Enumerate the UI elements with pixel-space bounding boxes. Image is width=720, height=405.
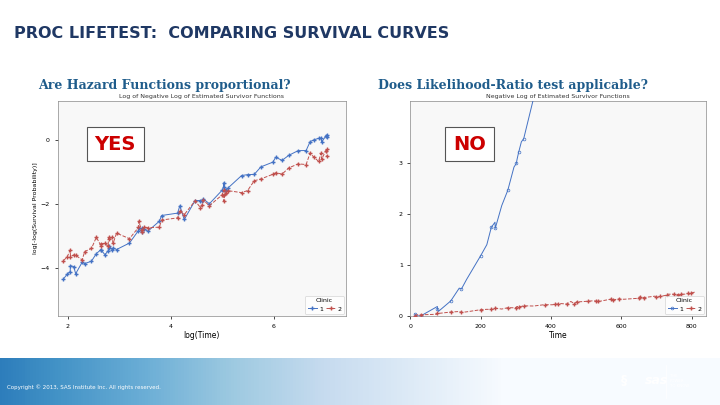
Line: 1: 1	[413, 59, 697, 317]
Text: §: §	[621, 374, 627, 387]
1	[410, 311, 419, 316]
2	[125, 236, 134, 241]
2	[323, 147, 331, 151]
2	[96, 243, 105, 248]
2	[220, 188, 228, 192]
Legend: 1, 2: 1, 2	[665, 296, 703, 314]
2	[410, 313, 419, 318]
Text: THE
POWER
TO KNOW.: THE POWER TO KNOW.	[670, 374, 690, 388]
Text: Copyright © 2013, SAS Institute Inc. All rights reserved.: Copyright © 2013, SAS Institute Inc. All…	[7, 384, 161, 390]
1	[593, 58, 602, 63]
1	[323, 134, 331, 139]
Text: Does Likelihood-Ratio test applicable?: Does Likelihood-Ratio test applicable?	[378, 79, 648, 92]
Legend: 1, 2: 1, 2	[305, 296, 343, 314]
2	[691, 290, 700, 294]
Line: 1: 1	[61, 133, 329, 281]
1	[96, 247, 105, 252]
2	[662, 293, 671, 298]
1	[567, 58, 575, 63]
X-axis label: log(Time): log(Time)	[184, 331, 220, 340]
2	[663, 292, 672, 296]
2	[592, 298, 600, 303]
1	[323, 133, 331, 138]
1	[477, 253, 485, 258]
1	[519, 136, 528, 141]
1	[125, 241, 134, 245]
Text: PROC LIFETEST:  COMPARING SURVIVAL CURVES: PROC LIFETEST: COMPARING SURVIVAL CURVES	[14, 26, 450, 41]
2	[512, 305, 521, 310]
1	[134, 228, 143, 233]
1	[670, 58, 678, 63]
Text: sas: sas	[644, 374, 667, 387]
2	[134, 225, 143, 230]
2	[503, 305, 512, 310]
2	[104, 236, 113, 241]
2	[59, 258, 68, 263]
Title: Log of Negative Log of Estimated Survivor Functions: Log of Negative Log of Estimated Survivo…	[119, 94, 284, 100]
1	[220, 185, 228, 190]
1	[413, 313, 422, 318]
Title: Negative Log of Estimated Survivor Functions: Negative Log of Estimated Survivor Funct…	[486, 94, 630, 100]
Y-axis label: log[-log(Survival Probability)]: log[-log(Survival Probability)]	[33, 163, 38, 254]
1	[104, 243, 113, 248]
1	[59, 277, 68, 281]
2	[109, 241, 117, 246]
1	[109, 245, 117, 250]
Line: 2: 2	[413, 290, 698, 318]
1	[510, 164, 518, 169]
Text: NO: NO	[453, 135, 486, 153]
Text: YES: YES	[94, 135, 136, 153]
Line: 2: 2	[61, 147, 329, 263]
X-axis label: Time: Time	[549, 331, 567, 340]
1	[540, 58, 549, 63]
1	[691, 58, 700, 63]
2	[323, 154, 331, 159]
2	[517, 304, 526, 309]
Text: Are Hazard Functions proportional?: Are Hazard Functions proportional?	[38, 79, 291, 92]
